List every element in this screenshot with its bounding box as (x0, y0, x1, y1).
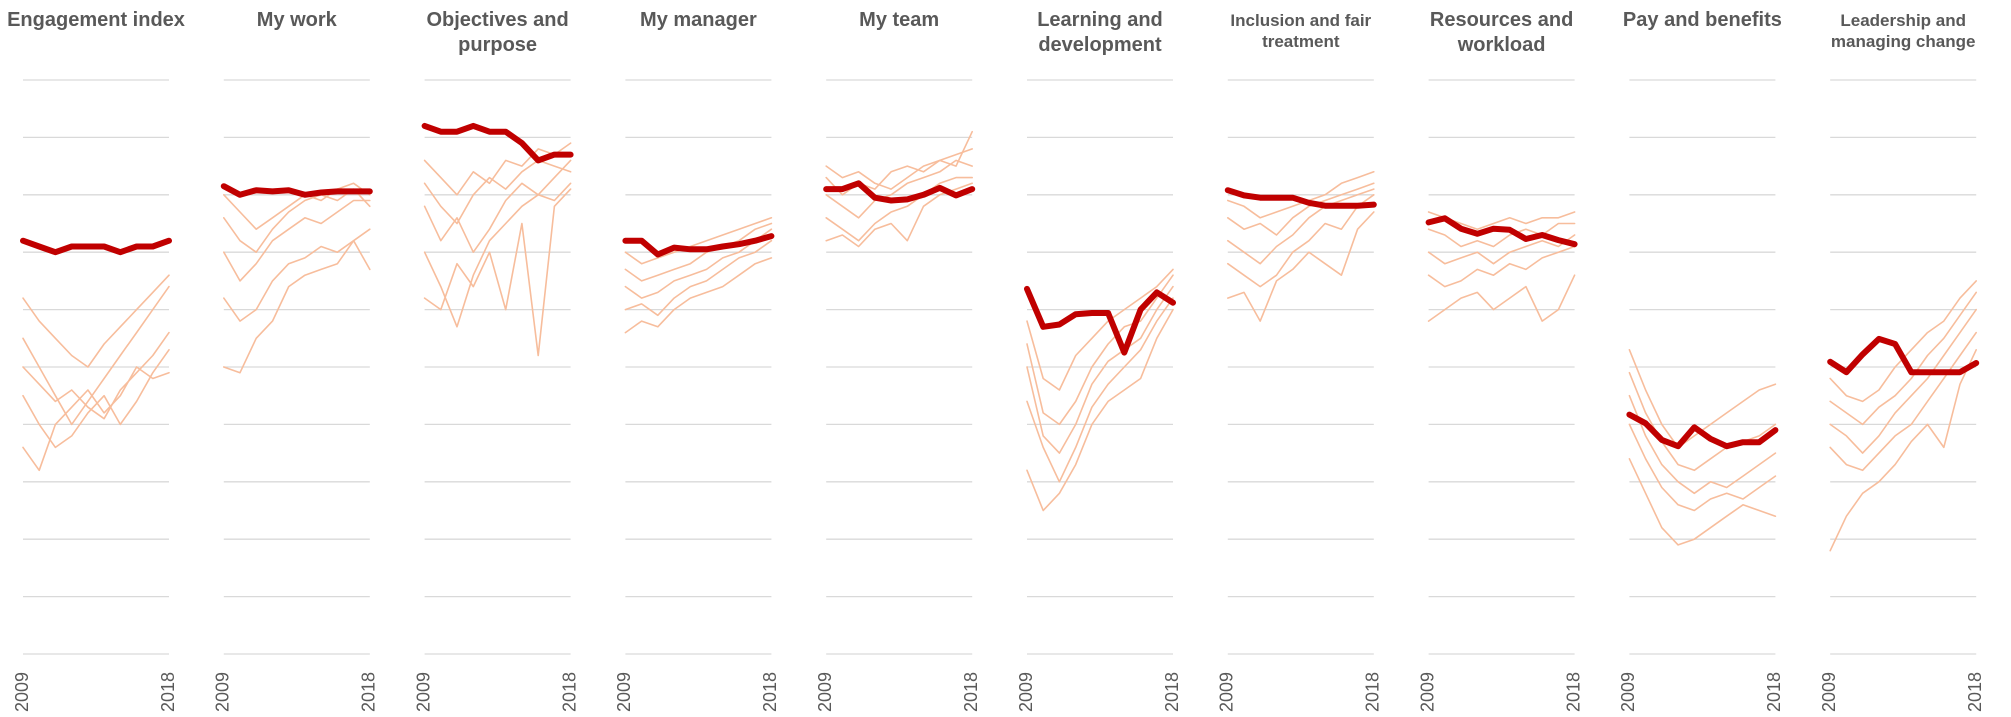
x-tick-label: 2009 (12, 672, 32, 712)
department-line (624, 257, 773, 334)
x-tick-label: 2009 (1217, 672, 1237, 712)
department-line (223, 188, 371, 253)
panel: 2009 2018 (12, 79, 178, 712)
overall-line (1425, 215, 1578, 248)
overall-line (1224, 187, 1377, 209)
department-line (624, 222, 773, 282)
panel: 2009 2018 (1217, 79, 1383, 712)
department-line (1829, 348, 1977, 552)
x-tick-label: 2018 (1563, 672, 1583, 712)
department-line (1628, 423, 1777, 512)
department-line (624, 228, 773, 299)
department-line (1227, 182, 1375, 236)
panel-title: Leadership and managing change (1830, 11, 1976, 51)
department-line (1829, 308, 1977, 454)
panel-title: Resources and workload (1429, 9, 1574, 56)
x-tick-label: 2018 (1363, 672, 1383, 712)
department-line (1829, 291, 1977, 426)
overall-line (823, 180, 976, 204)
department-line (423, 142, 572, 196)
department-line (825, 148, 974, 190)
x-tick-label: 2009 (1819, 672, 1839, 712)
department-line (1427, 274, 1576, 322)
department-line (1026, 285, 1174, 454)
x-tick-label: 2018 (1965, 672, 1985, 712)
overall-line (20, 237, 172, 256)
panel: 2009 2018 (1618, 79, 1784, 712)
department-line (423, 159, 572, 225)
department-line (1628, 394, 1777, 495)
department-line (1227, 194, 1375, 288)
department-line (22, 274, 170, 368)
overall-line (1827, 335, 1980, 376)
department-line (1427, 245, 1576, 288)
department-line (1227, 211, 1375, 322)
panel-title: Pay and benefits (1622, 9, 1782, 31)
overall-line (622, 233, 775, 258)
department-line (1829, 331, 1977, 472)
department-line (1427, 222, 1576, 248)
overall-line (421, 122, 574, 164)
x-tick-label: 2009 (614, 672, 634, 712)
overall-line (1626, 411, 1779, 450)
x-tick-label: 2009 (815, 672, 835, 712)
x-tick-label: 2018 (1764, 672, 1784, 712)
x-tick-label: 2018 (1162, 672, 1182, 712)
overall-line (220, 183, 373, 198)
department-line (223, 239, 371, 374)
panel-title: My work (256, 9, 337, 31)
department-line (825, 176, 974, 242)
panel-title: Objectives and purpose (426, 9, 569, 56)
department-line (22, 285, 170, 426)
x-tick-label: 2009 (1016, 672, 1036, 712)
panel-title: Engagement index (7, 9, 185, 31)
department-line (1026, 308, 1174, 512)
x-tick-label: 2009 (413, 672, 433, 712)
panel: 2009 2018 (1417, 79, 1583, 712)
x-tick-label: 2018 (359, 672, 379, 712)
x-tick-label: 2018 (961, 672, 981, 712)
department-line (22, 348, 170, 449)
department-line (423, 159, 572, 253)
department-line (1628, 457, 1777, 546)
department-line (624, 217, 773, 265)
panel-title: My manager (640, 9, 757, 31)
department-line (22, 366, 170, 472)
department-line (223, 182, 371, 230)
x-tick-label: 2018 (158, 672, 178, 712)
department-line (1227, 188, 1375, 265)
department-line (423, 182, 572, 328)
department-line (1227, 171, 1375, 219)
panel-title: Inclusion and fair treatment (1230, 11, 1372, 51)
panel-title: Learning and development (1037, 9, 1163, 56)
department-line (22, 331, 170, 420)
panel: 2009 2018 (213, 79, 379, 712)
x-tick-label: 2009 (1618, 672, 1638, 712)
department-line (624, 239, 773, 317)
x-tick-label: 2018 (559, 672, 579, 712)
department-line (1026, 268, 1174, 391)
panel: 2009 2018 (413, 79, 579, 712)
department-line (423, 188, 572, 357)
x-tick-label: 2018 (760, 672, 780, 712)
department-line (1026, 297, 1174, 483)
department-line (1026, 274, 1174, 426)
department-line (825, 159, 974, 219)
department-line (1628, 371, 1777, 472)
department-line (1427, 234, 1576, 265)
x-tick-label: 2009 (1417, 672, 1437, 712)
panel: 2009 2018 (1819, 79, 1985, 712)
department-line (223, 228, 371, 322)
panel: 2009 2018 (815, 79, 981, 712)
x-tick-label: 2009 (213, 672, 233, 712)
panel-title: My team (859, 9, 940, 31)
overall-line (1024, 285, 1176, 356)
department-line (223, 199, 371, 282)
panel: 2009 2018 (614, 79, 780, 712)
panel: 2009 2018 (1016, 79, 1182, 712)
